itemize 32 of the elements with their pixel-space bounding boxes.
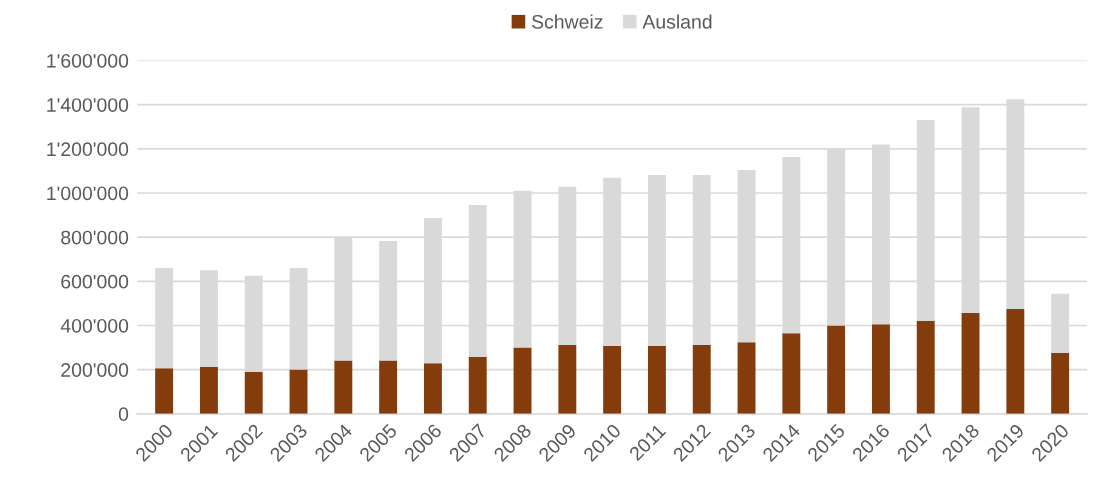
bar [334,360,353,414]
y-tick-label: 0 [118,407,129,422]
y-tick-label: 800'000 [61,230,129,245]
bar [468,356,487,414]
bar [692,344,711,414]
bar [871,324,890,414]
bar [513,347,532,414]
bar [155,368,174,414]
bar [782,333,801,414]
bar [289,369,308,414]
bar [199,367,218,414]
y-tick-label: 1'600'000 [47,53,129,68]
y-tick-label: 1'200'000 [47,142,129,157]
y-tick-label: 400'000 [60,318,129,333]
y-tick-label: 1'000'000 [47,186,129,201]
bar [737,342,756,414]
legend-label: Schweiz [531,14,603,29]
bar [916,320,935,414]
bar [558,344,577,414]
legend-label: Ausland [642,14,712,29]
bar [1051,352,1070,414]
bar [647,346,666,414]
y-tick-label: 1'400'000 [47,98,129,112]
y-tick-label: 600'000 [61,274,129,289]
bar [603,346,622,414]
bar [423,363,442,414]
bar [379,360,398,414]
bar [244,372,263,414]
y-tick-label: 200'000 [61,363,129,377]
bar [827,325,846,414]
bar [961,312,980,414]
bar [1006,308,1025,414]
